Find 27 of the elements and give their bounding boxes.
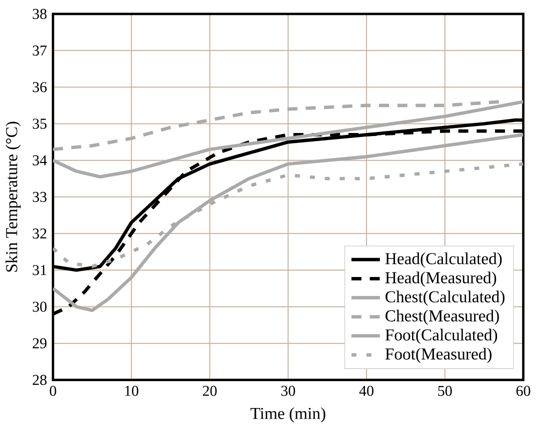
x-tick-label: 0 [50,386,56,396]
y-tick-label: 30 [32,302,47,312]
line-series [52,100,524,178]
y-tick-label: 31 [32,265,46,276]
x-tick-label: 20 [202,386,217,396]
x-tick-label: 50 [438,386,452,396]
x-axis-title: Time (min) [250,407,326,422]
y-tick-label: 33 [32,192,47,202]
y-tick-label: 28 [32,374,47,385]
legend-label: Chest(Measured) [386,310,499,325]
legend-label: Chest(Calculated) [386,290,504,306]
y-tick-label: 38 [32,8,47,19]
x-tick-label: 60 [516,386,530,396]
y-tick-label: 34 [32,155,47,166]
x-tick-label: 40 [359,386,374,396]
x-tick-label: 30 [281,386,296,396]
legend-label: Head(Measured) [385,272,496,287]
legend-label: Foot(Calculated) [385,328,498,344]
y-tick-label: 37 [32,45,47,56]
y-axis-title: Skin Temperature (°C) [6,122,21,272]
x-tick-label: 10 [125,386,138,396]
y-tick-label: 36 [32,82,47,92]
legend-label: Head(Calculated) [385,252,502,268]
y-tick-label: 29 [32,338,46,348]
y-tick-label: 35 [32,118,47,129]
legend-label: Foot(Measured) [385,348,492,363]
y-tick-label: 32 [32,228,46,239]
